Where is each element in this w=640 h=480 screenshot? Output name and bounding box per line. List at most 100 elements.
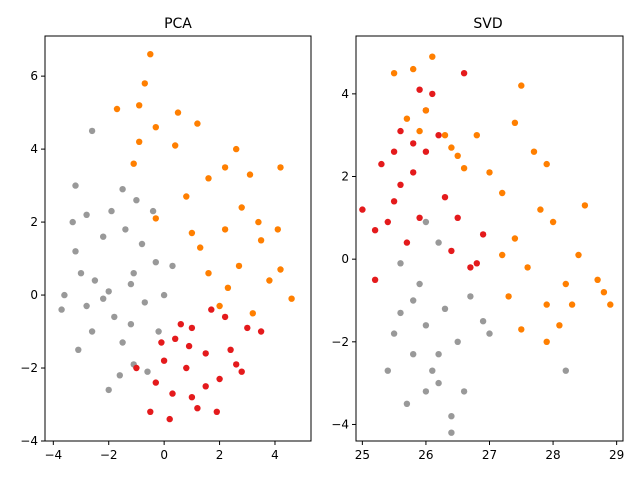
pca-point-red [202,350,209,357]
svd-point-red [467,264,474,271]
pca-point-grey [91,277,99,284]
svd-point-grey [486,330,493,337]
pca-point-orange [266,277,273,284]
svd-point-grey [460,388,468,395]
svd-x-tick-label: 27 [482,448,497,462]
pca-point-orange [235,262,243,270]
svd-point-orange [581,202,589,209]
svd-point-orange [441,132,449,139]
svd-point-red [429,90,436,98]
pca-point-grey [141,299,148,306]
svd-point-grey [397,309,404,317]
pca-point-red [177,321,184,328]
pca-point-red [194,405,201,412]
pca-point-grey [133,197,140,204]
svd-point-orange [524,264,531,271]
pca-point-red [213,408,220,415]
pca-point-red [183,364,190,372]
svd-point-grey [422,322,430,329]
pca-point-grey [127,321,135,328]
svd-title: SVD [473,16,502,32]
svd-point-orange [416,127,423,135]
pca-point-red [185,342,193,350]
pca-point-orange [152,215,159,222]
pca-panel: PCA −4 −2 0 2 4 −4 −2 0 2 4 6 [20,16,312,462]
pca-axes-frame [44,35,312,442]
pca-point-orange [249,310,256,317]
pca-point-orange [277,266,284,273]
svd-point-red [378,160,385,168]
pca-point-grey [100,233,107,240]
pca-point-orange [136,138,143,145]
pca-point-red [172,335,179,342]
pca-point-orange [205,175,212,182]
pca-x-tick-label: 0 [160,448,168,462]
pca-point-red [202,383,209,390]
pca-axes: −4 −2 0 2 4 −4 −2 0 2 4 6 [20,35,312,462]
svd-point-orange [543,301,550,308]
pca-y-tick-label: 2 [30,215,38,229]
svd-point-red [422,148,430,155]
svd-point-grey [422,218,430,226]
svd-point-orange [403,115,411,122]
pca-point-orange [183,193,190,200]
svd-x-tick-label: 25 [355,448,370,462]
svd-point-grey [435,351,442,358]
svd-point-orange [429,53,436,60]
pca-point-grey [72,182,79,189]
pca-point-orange [221,226,229,233]
pca-point-grey [58,306,65,313]
pca-point-orange [233,145,240,153]
svd-point-orange [460,165,468,172]
pca-y-tick-label: −4 [20,434,38,448]
pca-point-red [160,357,168,364]
svd-point-grey [416,280,423,288]
svd-panel: SVD 25 26 27 28 29 −4 −2 0 2 4 [331,16,624,462]
svd-point-orange [575,251,582,259]
svd-y-tick-label: −2 [331,335,349,349]
pca-point-orange [141,80,148,87]
pca-point-orange [288,295,295,302]
pca-point-grey [116,372,124,379]
svd-point-grey [397,260,404,267]
svd-point-red [410,140,417,147]
pca-point-grey [149,207,157,215]
svd-point-grey [467,293,474,300]
svd-point-orange [568,301,576,308]
pca-point-orange [136,102,143,109]
svd-point-red [397,181,404,188]
pca-point-grey [144,368,151,375]
pca-point-orange [113,105,121,113]
svd-point-red [410,169,417,176]
pca-point-grey [138,240,146,248]
svd-point-grey [403,400,411,407]
svd-x-tick-label: 28 [545,448,560,462]
svd-point-orange [607,301,614,308]
svd-axes: 25 26 27 28 29 −4 −2 0 2 4 [331,35,624,462]
pca-point-grey [119,186,126,193]
pca-point-orange [197,244,204,251]
pca-point-orange [255,218,262,226]
pca-point-red [158,339,165,346]
svd-point-orange [505,293,512,300]
svd-point-grey [429,367,436,374]
svd-point-orange [511,119,519,127]
svd-point-red [473,260,480,267]
svd-point-grey [410,351,417,358]
pca-point-grey [169,262,176,270]
pca-y-tick-label: 0 [30,288,38,302]
pca-x-tick-label: −2 [100,448,118,462]
svd-point-red [448,247,455,255]
svd-point-grey [435,379,442,387]
pca-point-red [188,324,196,332]
pca-point-grey [69,218,76,226]
pca-point-orange [205,270,212,277]
svd-point-red [441,194,449,201]
pca-point-grey [127,280,135,288]
pca-point-orange [130,160,137,167]
pca-point-orange [274,226,281,233]
pca-point-red [188,394,196,401]
svd-point-orange [499,251,506,259]
svd-point-orange [562,280,569,288]
svd-point-grey [410,297,417,304]
